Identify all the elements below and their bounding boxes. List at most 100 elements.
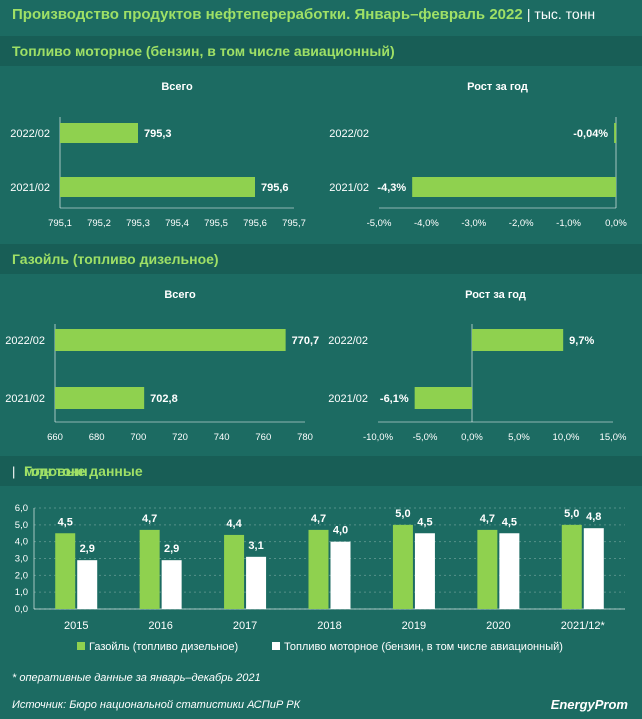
bar xyxy=(224,534,245,609)
x-tick-label: 15,0% xyxy=(600,432,627,443)
fuel-section-header: Топливо моторное (бензин, в том числе ав… xyxy=(0,36,642,66)
data-label: 9,7% xyxy=(569,335,594,347)
bar xyxy=(77,560,98,609)
energyprom-logo: EnergyProm xyxy=(550,697,628,712)
footnote: * оперативные данные за январь–декабрь 2… xyxy=(12,672,261,684)
bar xyxy=(561,524,582,609)
x-tick-label: 795,4 xyxy=(165,218,189,229)
x-tick-label: -1,0% xyxy=(556,218,581,229)
bar xyxy=(55,387,145,409)
x-tick-label: 780 xyxy=(297,432,313,443)
gasoil-total-chart: Всего 660 680 700 720 740 760 780 2022/02 770,7 20… xyxy=(5,289,320,443)
y-tick-label: 0,0 xyxy=(15,604,28,615)
data-label: 4,7 xyxy=(480,513,495,525)
legend-swatch xyxy=(77,642,85,650)
x-tick-label: 720 xyxy=(172,432,188,443)
chart-title: Всего xyxy=(164,289,196,301)
bar xyxy=(161,560,182,609)
data-label: 795,3 xyxy=(144,128,172,140)
x-tick-label: 0,0% xyxy=(605,218,627,229)
legend-label: Топливо моторное (бензин, в том числе ав… xyxy=(284,641,563,653)
bar xyxy=(472,329,564,351)
x-tick-label: -4,0% xyxy=(414,218,439,229)
data-label: 5,0 xyxy=(564,508,579,520)
bar xyxy=(139,529,160,609)
y-tick-label: 5,0 xyxy=(15,520,28,531)
bar xyxy=(55,533,76,609)
fuel-total-chart: Всего 795,1 795,2 795,3 795,4 795,5 795,6 795,7… xyxy=(10,81,306,229)
data-label: 5,0 xyxy=(395,508,410,520)
data-label: -6,1% xyxy=(380,393,409,405)
x-tick-label: 680 xyxy=(89,432,105,443)
data-label: 4,5 xyxy=(417,516,432,528)
x-tick-label: 700 xyxy=(130,432,146,443)
data-label: -0,04% xyxy=(573,128,608,140)
y-tick-label: 1,0 xyxy=(15,587,28,598)
data-label: -4,3% xyxy=(377,182,406,194)
bar xyxy=(583,528,604,609)
data-label: 4,7 xyxy=(311,513,326,525)
data-label: 3,1 xyxy=(248,540,263,552)
bar xyxy=(60,177,255,197)
data-label: 2,9 xyxy=(80,543,95,555)
bar xyxy=(60,123,138,143)
x-tick-label: -3,0% xyxy=(461,218,486,229)
data-label: 795,6 xyxy=(261,182,289,194)
bar xyxy=(412,177,616,197)
category-label: 2015 xyxy=(64,620,88,632)
category-label: 2020 xyxy=(486,620,510,632)
x-tick-label: 740 xyxy=(214,432,230,443)
data-label: 4,5 xyxy=(502,516,517,528)
bar xyxy=(246,556,267,609)
category-label: 2022/02 xyxy=(329,128,369,140)
page-title: Производство продуктов нефтепереработки.… xyxy=(12,6,596,23)
x-tick-label: 795,1 xyxy=(48,218,72,229)
chart-title: Рост за год xyxy=(467,81,528,93)
x-tick-label: -10,0% xyxy=(363,432,394,443)
data-label: 4,8 xyxy=(586,511,601,523)
data-label: 702,8 xyxy=(150,393,178,405)
gasoil-growth-chart: Рост за год -10,0% -5,0% 0,0% 5,0% 10,0% 15,0%… xyxy=(328,289,627,443)
data-label: 4,7 xyxy=(142,513,157,525)
chart-title: Рост за год xyxy=(465,289,526,301)
bar xyxy=(614,123,617,143)
y-tick-label: 6,0 xyxy=(15,503,28,514)
category-label: 2021/02 xyxy=(5,393,45,405)
x-tick-label: 795,5 xyxy=(204,218,228,229)
x-tick-label: 10,0% xyxy=(553,432,580,443)
bar xyxy=(308,529,329,609)
annual-chart: 0,0 1,0 2,0 3,0 4,0 5,0 6,0 2015 4,5 2,9 2016 4,7 2,… xyxy=(15,503,625,653)
data-label: 770,7 xyxy=(292,335,320,347)
bar xyxy=(392,524,413,609)
category-label: 2021/02 xyxy=(328,393,368,405)
category-label: 2022/02 xyxy=(5,335,45,347)
bar xyxy=(55,329,286,351)
category-label: 2021/02 xyxy=(10,182,50,194)
data-label: 4,5 xyxy=(58,516,73,528)
y-tick-label: 4,0 xyxy=(15,537,28,548)
bar xyxy=(414,533,435,609)
bar xyxy=(330,541,351,609)
x-tick-label: -5,0% xyxy=(367,218,392,229)
annual-section-header: Годовые данные | млн тонн xyxy=(0,456,642,486)
category-label: 2021/12* xyxy=(561,620,606,632)
data-label: 4,0 xyxy=(333,525,348,537)
bar xyxy=(499,533,520,609)
category-label: 2016 xyxy=(148,620,172,632)
fuel-growth-chart: Рост за год -5,0% -4,0% -3,0% -2,0% -1,0% 0,0%… xyxy=(329,81,627,229)
x-tick-label: -2,0% xyxy=(509,218,534,229)
x-tick-label: 0,0% xyxy=(461,432,483,443)
bar xyxy=(414,387,472,409)
category-label: 2021/02 xyxy=(329,182,369,194)
data-label: 2,9 xyxy=(164,543,179,555)
x-tick-label: 795,2 xyxy=(87,218,111,229)
x-tick-label: 760 xyxy=(255,432,271,443)
data-label: 4,4 xyxy=(226,518,242,530)
bar xyxy=(477,529,498,609)
x-tick-label: 795,7 xyxy=(282,218,306,229)
category-label: 2022/02 xyxy=(10,128,50,140)
x-tick-label: -5,0% xyxy=(413,432,438,443)
x-tick-label: 660 xyxy=(47,432,63,443)
legend-label: Газойль (топливо дизельное) xyxy=(89,641,238,653)
source-note: Источник: Бюро национальной статистики А… xyxy=(12,699,301,711)
